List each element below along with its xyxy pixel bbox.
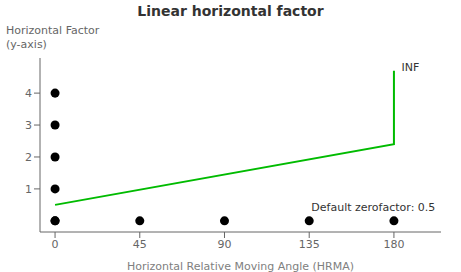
svg-text:90: 90 — [217, 238, 231, 251]
svg-text:4: 4 — [25, 87, 32, 100]
svg-text:2: 2 — [25, 151, 32, 164]
svg-text:45: 45 — [133, 238, 147, 251]
svg-text:135: 135 — [299, 238, 320, 251]
svg-text:INF: INF — [401, 61, 419, 74]
svg-text:Default zerofactor: 0.5: Default zerofactor: 0.5 — [311, 201, 435, 214]
svg-text:3: 3 — [25, 119, 32, 132]
svg-text:180: 180 — [383, 238, 404, 251]
html-text:(y-axis): (y-axis) — [6, 38, 47, 51]
svg-text:Horizontal Relative Moving Ang: Horizontal Relative Moving Angle (HRMA) — [127, 260, 354, 272]
html-text:Linear horizontal factor: Linear horizontal factor — [137, 3, 324, 19]
svg-text:0: 0 — [52, 238, 59, 251]
svg-text:1: 1 — [25, 183, 32, 196]
html-text:Horizontal Factor: Horizontal Factor — [6, 24, 100, 37]
